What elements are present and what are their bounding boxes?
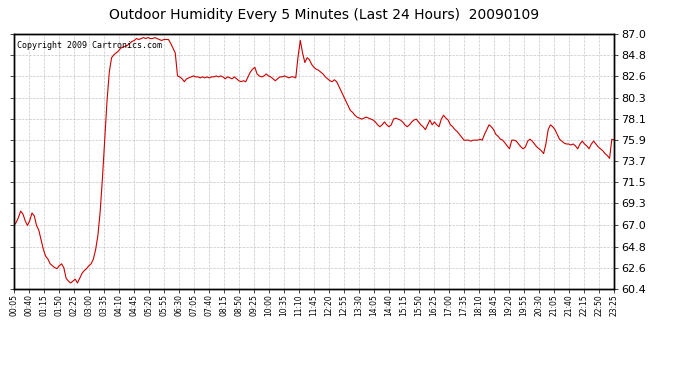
Text: Outdoor Humidity Every 5 Minutes (Last 24 Hours)  20090109: Outdoor Humidity Every 5 Minutes (Last 2…	[109, 8, 540, 21]
Text: Copyright 2009 Cartronics.com: Copyright 2009 Cartronics.com	[17, 41, 161, 50]
